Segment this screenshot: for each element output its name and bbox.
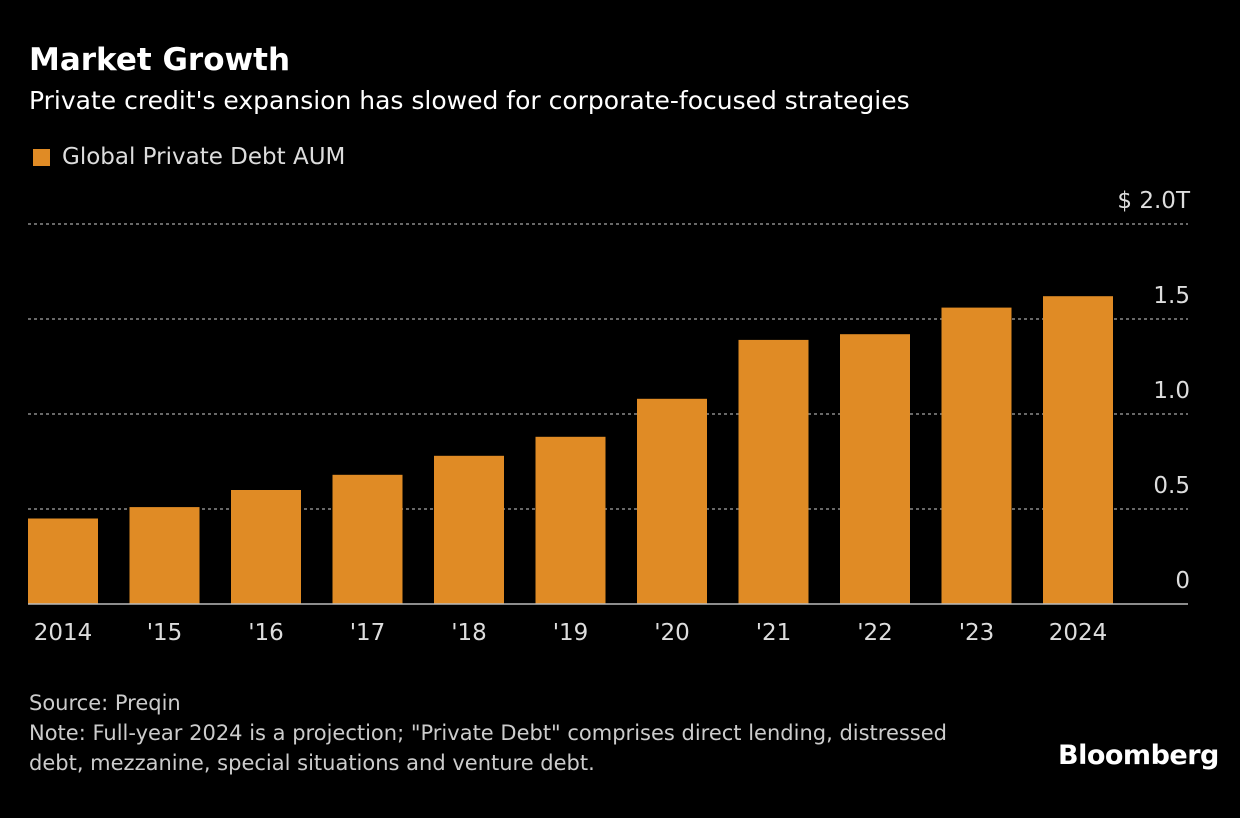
y-tick-label: 0.5 (1153, 473, 1190, 499)
bar-20 (637, 398, 707, 604)
x-tick-label: 2014 (34, 620, 93, 646)
x-tick-label: '22 (857, 620, 893, 646)
x-tick-label: '17 (350, 620, 386, 646)
x-tick-label: '20 (654, 620, 690, 646)
y-tick-label: 1.5 (1153, 283, 1190, 309)
x-tick-label: '15 (147, 620, 183, 646)
x-tick-label: '19 (553, 620, 589, 646)
y-tick-label: $ 2.0T (1117, 188, 1191, 214)
bar-16 (231, 490, 301, 604)
y-tick-label: 0 (1175, 568, 1190, 594)
x-tick-label: 2024 (1049, 620, 1108, 646)
legend-label: Global Private Debt AUM (62, 144, 346, 170)
chart-subtitle: Private credit's expansion has slowed fo… (29, 86, 910, 115)
bar-2014 (28, 518, 98, 604)
bar-22 (840, 334, 910, 604)
bar-21 (738, 339, 809, 604)
x-tick-label: '23 (959, 620, 995, 646)
bar-17 (332, 474, 403, 604)
x-tick-label: '18 (451, 620, 487, 646)
source-text: Source: Preqin (29, 691, 181, 715)
note-text: Note: Full-year 2024 is a projection; "P… (29, 721, 948, 775)
y-tick-label: 1.0 (1153, 378, 1190, 404)
footnotes: Source: Preqin Note: Full-year 2024 is a… (29, 688, 969, 778)
bar-23 (941, 307, 1012, 604)
x-tick-label: '16 (248, 620, 284, 646)
x-tick-label: '21 (756, 620, 792, 646)
chart-title: Market Growth (29, 42, 291, 78)
bar-19 (535, 436, 606, 604)
bar-2024 (1043, 296, 1113, 604)
bar-18 (434, 455, 504, 604)
bloomberg-logo: Bloomberg (1058, 740, 1219, 771)
legend-swatch (33, 148, 50, 166)
legend: Global Private Debt AUM (33, 144, 345, 170)
bar-15 (129, 507, 200, 604)
